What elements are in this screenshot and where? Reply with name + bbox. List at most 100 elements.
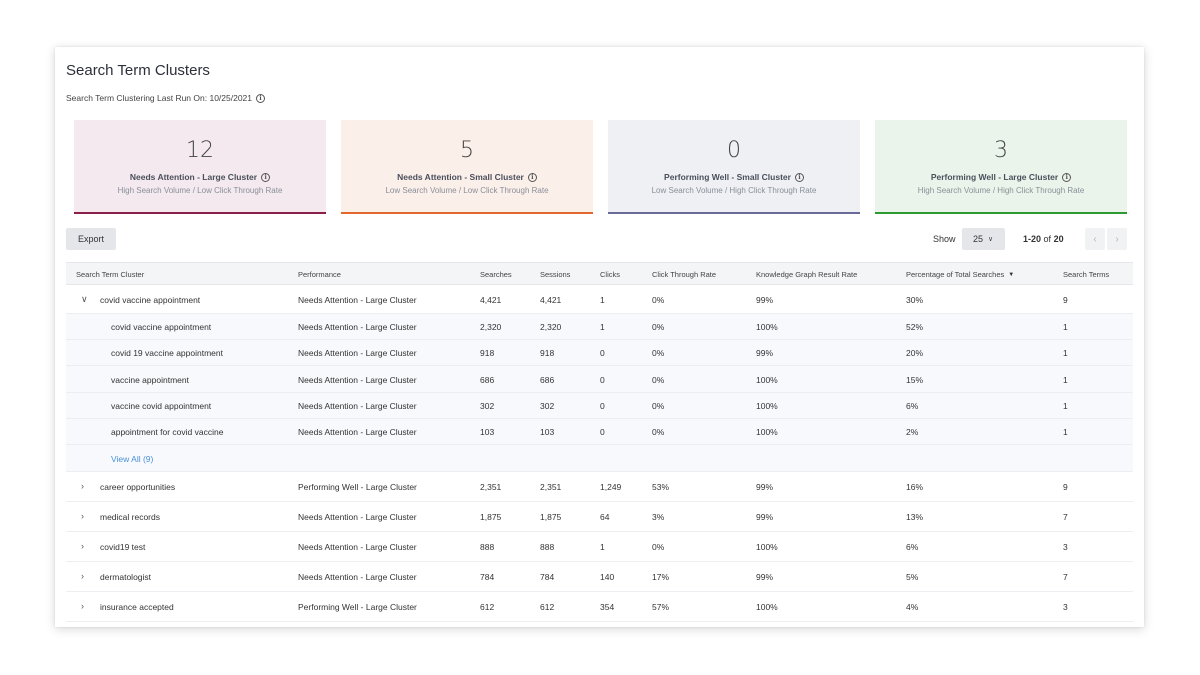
cell-searches: 784 (480, 572, 495, 582)
range-total: 20 (1053, 234, 1064, 244)
info-icon[interactable]: i (527, 172, 537, 182)
table-body: ∨ covid vaccine appointment Needs Attentio… (66, 285, 1133, 622)
summary-card[interactable]: 5 Needs Attention - Small Cluster i Low … (341, 120, 593, 214)
cell-searches: 612 (480, 602, 495, 612)
cell-click-through-rate: 17% (652, 572, 670, 582)
range-of: of (1043, 234, 1052, 244)
card-count: 3 (994, 138, 1008, 163)
export-button[interactable]: Export (66, 228, 116, 250)
chevron-right-icon: › (1115, 233, 1119, 245)
cell-performance: Needs Attention - Large Cluster (298, 375, 417, 385)
cell-click-through-rate: 0% (652, 295, 665, 305)
cell-click-through-rate: 53% (652, 482, 670, 492)
clusters-table: Search Term Cluster Performance Searches Se… (66, 262, 1133, 622)
cell-clicks: 1 (600, 322, 605, 332)
cell-clicks: 354 (600, 602, 615, 612)
chevron-right-icon[interactable]: › (81, 481, 84, 491)
cell-click-through-rate: 0% (652, 401, 665, 411)
card-subtitle: Low Search Volume / High Click Through R… (651, 186, 817, 195)
cell-search-terms: 7 (1063, 572, 1068, 582)
cell-search-term-cluster: covid 19 vaccine appointment (111, 348, 223, 358)
summary-card[interactable]: 0 Performing Well - Small Cluster i Low … (608, 120, 860, 214)
table-row: › dermatologist Needs Attention - Large Cl… (66, 562, 1133, 592)
cell-sessions: 612 (540, 602, 555, 612)
info-icon[interactable]: i (261, 172, 271, 182)
col-searches[interactable]: Searches (480, 270, 512, 279)
card-accent-bar (341, 212, 593, 214)
cell-sessions: 302 (540, 401, 555, 411)
cell-searches: 4,421 (480, 295, 502, 305)
col-search-terms[interactable]: Search Terms (1063, 270, 1109, 279)
info-icon[interactable]: i (256, 93, 266, 103)
card-subtitle: Low Search Volume / Low Click Through Ra… (385, 186, 549, 195)
cell-clicks: 1 (600, 542, 605, 552)
cell-sessions: 1,875 (540, 512, 562, 522)
card-title: Performing Well - Small Cluster (664, 172, 791, 182)
cell-search-term-cluster: vaccine appointment (111, 375, 189, 385)
table-child-row: covid 19 vaccine appointment Needs Attent… (66, 340, 1133, 366)
col-clicks[interactable]: Clicks (600, 270, 620, 279)
cell-click-through-rate: 57% (652, 602, 670, 612)
chevron-right-icon[interactable]: › (81, 511, 84, 521)
next-page-button[interactable]: › (1107, 228, 1127, 250)
col-knowledge-graph-result-rate[interactable]: Knowledge Graph Result Rate (756, 270, 857, 279)
cell-search-term-cluster: career opportunities (100, 482, 176, 492)
show-label: Show (933, 234, 956, 244)
sort-descending-icon: ▼ (1008, 271, 1015, 278)
page-title: Search Term Clusters (66, 62, 210, 79)
pagination-range: 1-20 of 20 (1023, 234, 1064, 244)
cell-percentage-of-total-searches: 30% (906, 295, 924, 305)
cell-knowledge-graph-result-rate: 100% (756, 401, 778, 411)
cell-click-through-rate: 0% (652, 427, 665, 437)
col-performance[interactable]: Performance (298, 270, 341, 279)
cell-clicks: 0 (600, 348, 605, 358)
card-accent-bar (608, 212, 860, 214)
cell-percentage-of-total-searches: 52% (906, 322, 924, 332)
previous-page-button[interactable]: ‹ (1085, 228, 1105, 250)
cell-search-terms: 7 (1063, 512, 1068, 522)
cell-clicks: 0 (600, 375, 605, 385)
cell-searches: 918 (480, 348, 495, 358)
card-title-row: Needs Attention - Large Cluster i (74, 172, 326, 182)
cell-search-terms: 1 (1063, 427, 1068, 437)
table-row: ∨ covid vaccine appointment Needs Attentio… (66, 285, 1133, 314)
view-all-row: View All (9) (66, 445, 1133, 472)
cell-searches: 2,320 (480, 322, 502, 332)
col-search-term-cluster[interactable]: Search Term Cluster (76, 270, 144, 279)
cell-search-terms: 3 (1063, 542, 1068, 552)
table-row: › medical records Needs Attention - Large … (66, 502, 1133, 532)
cell-search-term-cluster: dermatologist (100, 572, 152, 582)
table-row: › insurance accepted Performing Well - Lar… (66, 592, 1133, 622)
cell-knowledge-graph-result-rate: 99% (756, 482, 774, 492)
range-value: 1-20 (1023, 234, 1042, 244)
chevron-down-icon[interactable]: ∨ (81, 294, 88, 304)
card-subtitle: High Search Volume / Low Click Through R… (117, 186, 283, 195)
card-title: Needs Attention - Large Cluster (129, 172, 258, 182)
table-child-row: appointment for covid vaccine Needs Atten… (66, 419, 1133, 445)
info-icon[interactable]: i (1062, 172, 1072, 182)
view-all-link[interactable]: View All (9) (111, 454, 154, 464)
col-sessions[interactable]: Sessions (540, 270, 570, 279)
cell-clicks: 0 (600, 401, 605, 411)
chevron-right-icon[interactable]: › (81, 571, 84, 581)
summary-card[interactable]: 3 Performing Well - Large Cluster i High… (875, 120, 1127, 214)
cell-clicks: 0 (600, 427, 605, 437)
chevron-right-icon[interactable]: › (81, 601, 84, 611)
info-icon[interactable]: i (794, 172, 804, 182)
cell-sessions: 4,421 (540, 295, 562, 305)
table-row: › covid19 test Needs Attention - Large Clu… (66, 532, 1133, 562)
summary-card[interactable]: 12 Needs Attention - Large Cluster i Hig… (74, 120, 326, 214)
cell-percentage-of-total-searches: 5% (906, 572, 919, 582)
chevron-right-icon[interactable]: › (81, 541, 84, 551)
page-size-select[interactable]: 25 ∨ (961, 228, 1005, 250)
column-label: Knowledge Graph Result Rate (756, 270, 858, 279)
cell-knowledge-graph-result-rate: 100% (756, 427, 778, 437)
cell-percentage-of-total-searches: 16% (906, 482, 924, 492)
col-click-through-rate[interactable]: Click Through Rate (652, 270, 716, 279)
card-title-row: Performing Well - Small Cluster i (608, 172, 860, 182)
cell-knowledge-graph-result-rate: 100% (756, 602, 778, 612)
cell-search-terms: 9 (1063, 295, 1068, 305)
col-percentage-of-total-searches[interactable]: Percentage of Total Searches ▼ (906, 270, 1014, 279)
card-count: 0 (727, 138, 741, 163)
last-run-info: Search Term Clustering Last Run On: 10/2… (66, 93, 266, 103)
